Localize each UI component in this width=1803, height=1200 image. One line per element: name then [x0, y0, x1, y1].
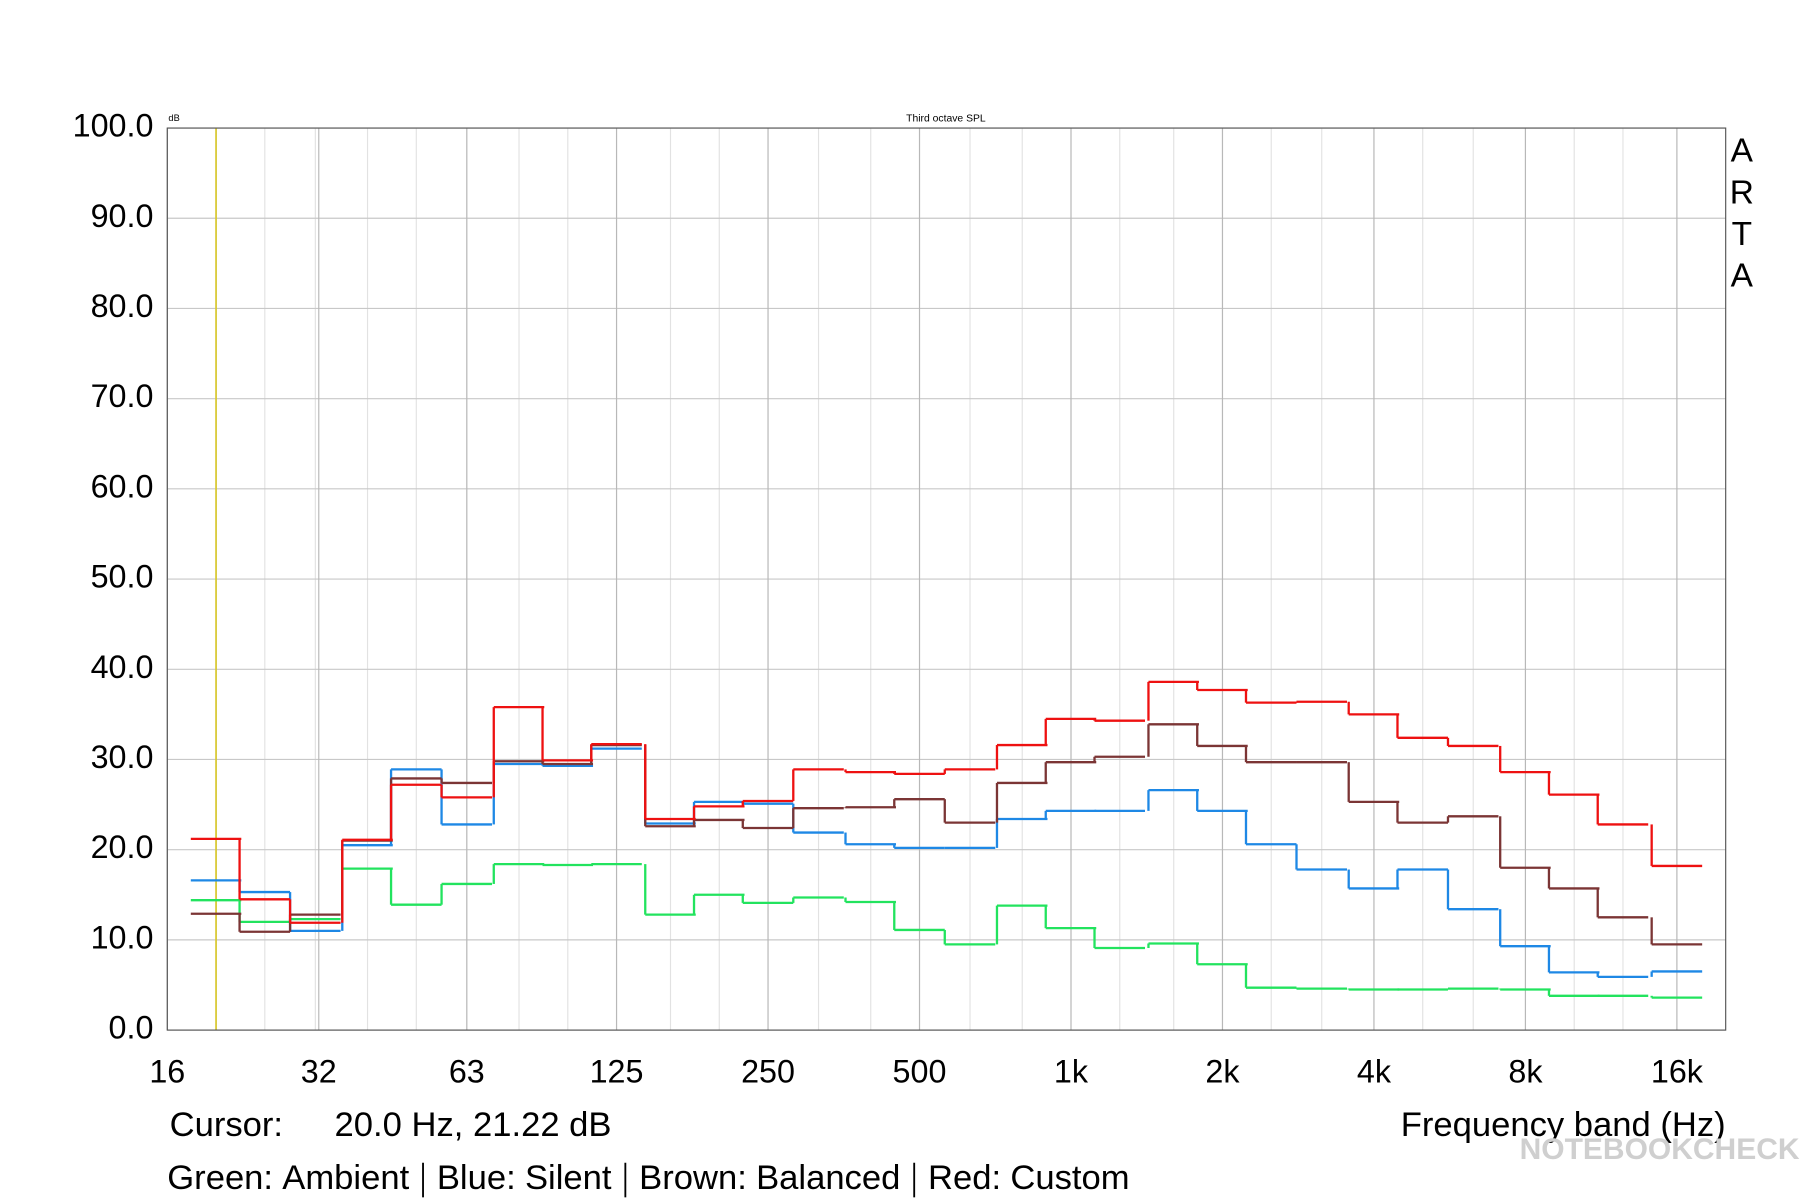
- y-tick-label: 0.0: [109, 1010, 154, 1046]
- x-tick-label: 8k: [1508, 1053, 1543, 1089]
- series: [190, 862, 1703, 999]
- y-tick-label: 70.0: [91, 378, 154, 414]
- y-tick-label: 40.0: [91, 649, 154, 685]
- x-tick-label: 16: [149, 1053, 185, 1089]
- legend-color-label: Brown:: [639, 1159, 747, 1197]
- series: [190, 680, 1703, 924]
- x-tick-label: 32: [301, 1053, 337, 1089]
- watermark: NOTEBOOKCHECK: [1520, 1133, 1800, 1166]
- y-unit: dB: [168, 113, 179, 123]
- x-tick-label: 16k: [1651, 1053, 1704, 1089]
- legend-color-label: Red:: [928, 1159, 1001, 1197]
- legend-color-label: Blue:: [437, 1159, 516, 1197]
- chart-title: Third octave SPL: [906, 114, 986, 125]
- legend-label: Custom: [1010, 1159, 1129, 1197]
- y-tick-label: 50.0: [91, 559, 154, 595]
- x-axis-label: Frequency band (Hz): [1401, 1106, 1726, 1144]
- y-tick-label: 30.0: [91, 739, 154, 775]
- x-tick-label: 125: [590, 1053, 644, 1089]
- series: [190, 723, 1703, 946]
- x-tick-label: 250: [741, 1053, 795, 1089]
- cursor-readout: 20.0 Hz, 21.22 dB: [335, 1106, 612, 1144]
- y-tick-label: 100.0: [73, 108, 154, 144]
- x-tick-label: 4k: [1357, 1053, 1392, 1089]
- x-tick-label: 1k: [1054, 1053, 1089, 1089]
- legend-label: Balanced: [756, 1159, 900, 1197]
- x-tick-label: 500: [893, 1053, 947, 1089]
- plot-frame: [166, 127, 1727, 1031]
- legend-label: Silent: [525, 1159, 612, 1197]
- y-tick-label: 90.0: [91, 198, 154, 234]
- legend-color-label: Green:: [167, 1159, 273, 1197]
- y-tick-label: 10.0: [91, 919, 154, 955]
- legend-label: Ambient: [282, 1159, 409, 1197]
- y-tick-label: 80.0: [91, 288, 154, 324]
- legend: Green: Ambient Blue: Silent Brown: Balanced Re…: [167, 1159, 1130, 1198]
- y-tick-label: 20.0: [91, 829, 154, 865]
- x-tick-label: 63: [449, 1053, 485, 1089]
- y-tick-label: 60.0: [91, 468, 154, 504]
- x-tick-label: 2k: [1205, 1053, 1240, 1089]
- side-label: ARTA: [1723, 133, 1760, 299]
- cursor-label: Cursor:: [170, 1106, 283, 1144]
